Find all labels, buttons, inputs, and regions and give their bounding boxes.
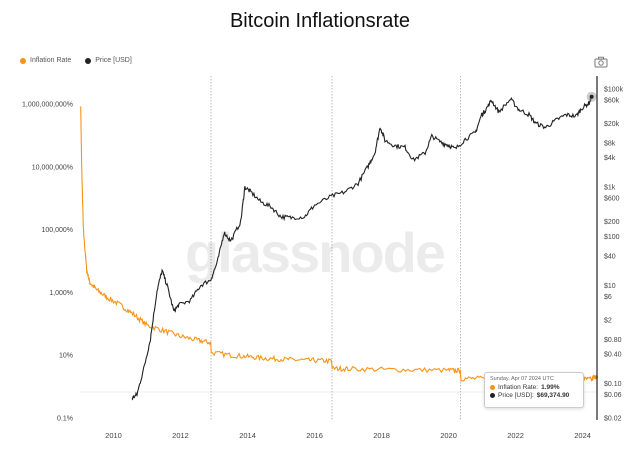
- x-tick-label: 2020: [440, 431, 457, 440]
- tooltip-swatch-price: [490, 393, 495, 398]
- left-tick-label: 10%: [59, 353, 73, 360]
- right-tick-label: $2: [604, 317, 612, 324]
- right-tick-label: $200: [604, 219, 620, 226]
- legend-label-price: Price [USD]: [95, 57, 132, 64]
- tooltip-swatch-inflation: [490, 385, 495, 390]
- left-tick-label: 1,000,000,000%: [22, 102, 73, 109]
- legend-swatch-price: [85, 57, 92, 64]
- right-tick-label: $100k: [604, 87, 624, 94]
- right-tick-label: $0.02: [604, 416, 622, 423]
- right-tick-label: $20k: [604, 121, 620, 128]
- tooltip-inflation-value: 1.99%: [541, 384, 560, 391]
- legend: Inflation Rate Price [USD]: [20, 57, 132, 64]
- right-tick-label: $1k: [604, 185, 616, 192]
- legend-item-price[interactable]: Price [USD]: [85, 57, 132, 64]
- left-tick-label: 10,000,000%: [32, 164, 73, 171]
- right-tick-label: $4k: [604, 155, 616, 162]
- chart-title: Bitcoin Inflationsrate: [229, 10, 411, 32]
- x-tick-label: 2014: [239, 431, 256, 440]
- right-tick-label: $0.80: [604, 337, 622, 344]
- right-tick-label: $40: [604, 253, 616, 260]
- camera-icon[interactable]: [594, 56, 608, 68]
- right-tick-label: $600: [604, 196, 620, 203]
- right-tick-label: $0.10: [604, 381, 622, 388]
- left-tick-label: 0.1%: [57, 416, 73, 423]
- x-tick-label: 2024: [574, 431, 591, 440]
- tooltip-inflation-label: Inflation Rate:: [498, 384, 539, 391]
- x-tick-label: 2018: [373, 431, 390, 440]
- x-tick-label: 2022: [507, 431, 524, 440]
- x-tick-label: 2010: [105, 431, 122, 440]
- left-tick-label: 100,000%: [41, 227, 73, 234]
- tooltip-row-price: Price [USD]: $69,374.90: [490, 392, 578, 399]
- right-tick-label: $6: [604, 294, 612, 301]
- x-tick-label: 2012: [172, 431, 189, 440]
- legend-item-inflation[interactable]: Inflation Rate: [20, 57, 71, 64]
- legend-swatch-inflation: [20, 57, 26, 64]
- legend-label-inflation: Inflation Rate: [30, 57, 72, 64]
- right-tick-label: $60k: [604, 97, 620, 104]
- hover-point-price: [589, 94, 594, 99]
- right-tick-label: $8k: [604, 140, 616, 147]
- right-tick-label: $0.06: [604, 392, 622, 399]
- tooltip-date: Sunday, Apr 07 2024 UTC: [490, 376, 554, 382]
- left-tick-label: 1,000%: [49, 290, 73, 297]
- tooltip-price-label: Price [USD]:: [498, 392, 534, 399]
- series-line-price: [131, 95, 593, 401]
- tooltip-row-inflation: Inflation Rate: 1.99%: [490, 384, 578, 391]
- x-tick-label: 2016: [306, 431, 323, 440]
- right-tick-label: $10: [604, 283, 616, 290]
- right-tick-label: $0.40: [604, 352, 622, 359]
- watermark: glassnode: [185, 221, 445, 284]
- tooltip: Sunday, Apr 07 2024 UTC Inflation Rate: …: [484, 372, 584, 408]
- tooltip-price-value: $69,374.90: [536, 392, 570, 399]
- right-tick-label: $100: [604, 234, 620, 241]
